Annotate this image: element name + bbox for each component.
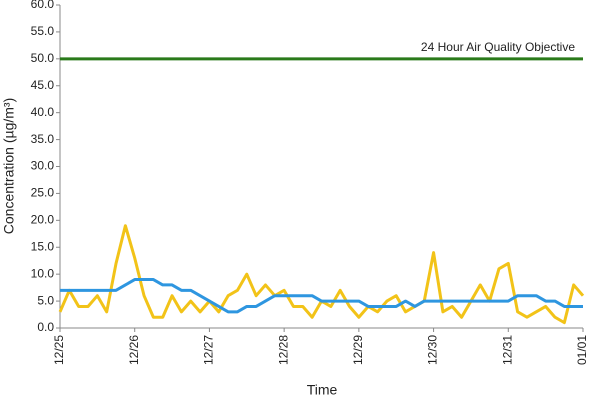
y-tick-label: 15.0 bbox=[31, 239, 55, 253]
y-tick-label: 25.0 bbox=[31, 186, 55, 200]
y-tick-label: 35.0 bbox=[31, 132, 55, 146]
y-tick-label: 20.0 bbox=[31, 213, 55, 227]
y-tick-label: 0.0 bbox=[37, 320, 54, 334]
y-tick-label: 55.0 bbox=[31, 24, 55, 38]
y-tick-label: 10.0 bbox=[31, 266, 55, 280]
x-tick-label: 12/29 bbox=[351, 335, 365, 365]
x-tick-label: 12/26 bbox=[127, 335, 141, 365]
x-tick-label: 12/28 bbox=[276, 335, 290, 365]
y-tick-label: 50.0 bbox=[31, 51, 55, 65]
y-tick-label: 5.0 bbox=[37, 293, 54, 307]
series-line bbox=[60, 278, 583, 314]
series-line bbox=[58, 224, 585, 325]
x-tick-label: 12/27 bbox=[202, 335, 216, 365]
y-tick-label: 60.0 bbox=[31, 0, 55, 11]
x-tick-label: 12/30 bbox=[426, 335, 440, 365]
y-tick-label: 40.0 bbox=[31, 105, 55, 119]
x-tick-label: 12/31 bbox=[500, 335, 514, 365]
y-axis-title: Concentration (µg/m³) bbox=[1, 98, 17, 234]
x-tick-label: 12/25 bbox=[52, 335, 66, 365]
y-tick-label: 45.0 bbox=[31, 78, 55, 92]
objective-label: 24 Hour Air Quality Objective bbox=[421, 40, 575, 54]
x-axis-title: Time bbox=[307, 382, 338, 398]
y-tick-label: 30.0 bbox=[31, 159, 55, 173]
x-tick-label: 01/01 bbox=[575, 335, 589, 365]
